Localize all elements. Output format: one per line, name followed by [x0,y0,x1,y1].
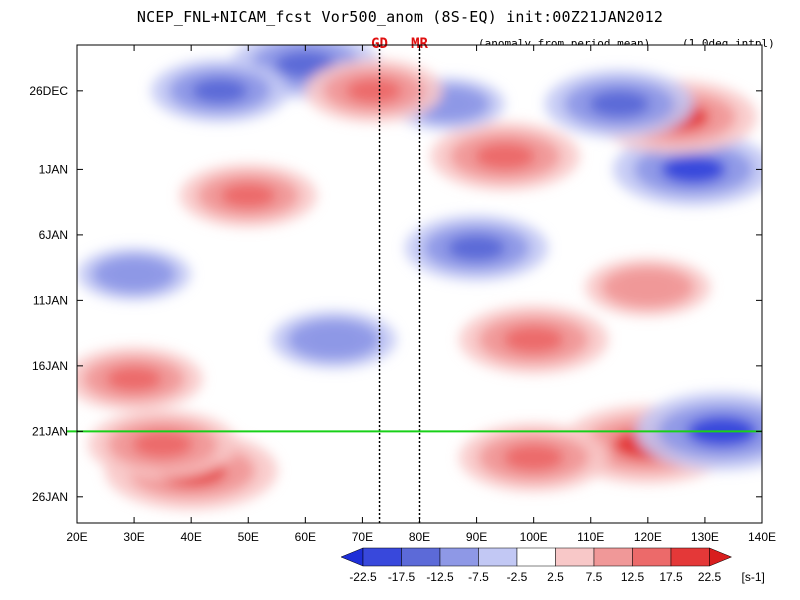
colorbar-label: -7.5 [468,570,489,584]
colorbar-swatch [362,547,402,567]
colorbar-swatch [478,547,518,567]
field-cell-core [220,183,277,209]
x-tick-label: 70E [352,530,373,544]
colorbar-swatch [439,547,479,567]
x-tick-label: 40E [180,530,201,544]
field-cell-core [191,78,248,104]
field-cell-core [588,90,650,118]
y-tick-label: 26JAN [32,490,68,504]
x-tick-label: 140E [748,530,776,544]
x-axis: 20E 30E 40E 50E 60E 70E 80E 90E 100E 110E 120E 130E… [66,45,776,544]
colorbar-arrow-right [709,547,733,567]
colorbar-swatch [555,547,595,567]
colorbar-unit: [s-1] [742,570,765,584]
colorbar-swatch [593,547,633,567]
field-cell-core [660,155,727,184]
marker-label: MR [411,36,428,52]
colorbar-swatch [401,547,441,567]
x-tick-label: 100E [520,530,548,544]
y-tick-label: 16JAN [32,359,68,373]
colorbar-label: 22.5 [698,570,722,584]
colorbar-label: -22.5 [349,570,377,584]
x-tick-label: 120E [634,530,662,544]
x-tick-label: 90E [466,530,487,544]
y-tick-label: 1JAN [39,162,68,176]
x-tick-label: 80E [409,530,430,544]
marker-lines: GD MR [371,36,428,523]
colorbar-label: -2.5 [507,570,528,584]
field-cell-core [345,78,402,104]
field-cell-core [447,235,506,261]
y-tick-label: 6JAN [39,228,68,242]
x-tick-label: 110E [577,530,604,544]
colorbar-arrow-left [340,547,364,567]
anomaly-field [77,45,762,510]
y-axis: 26DEC 1JAN 6JAN 11JAN 16JAN 21JAN 26JAN [29,84,762,504]
colorbar-label: 17.5 [659,570,683,584]
field-cell-core [503,326,565,354]
colorbar-label: 2.5 [547,570,564,584]
field-cell-core [503,444,565,471]
colorbar-label: -17.5 [388,570,416,584]
x-tick-label: 60E [295,530,316,544]
x-tick-label: 20E [66,530,87,544]
chart-title: NCEP_FNL+NICAM_fcst Vor500_anom (8S-EQ) … [136,8,664,26]
field-cell-core [110,263,158,285]
x-tick-label: 30E [123,530,144,544]
x-tick-label: 50E [238,530,259,544]
y-tick-label: 11JAN [33,293,68,307]
field-cell-core [308,328,360,352]
field-cell-core [622,275,674,299]
field-cell-core [474,142,536,170]
colorbar-swatch [516,547,556,567]
x-tick-label: 130E [691,530,719,544]
colorbar-label: 7.5 [586,570,603,584]
marker-label: GD [371,36,388,52]
y-tick-label: 21JAN [32,424,68,438]
colorbar-swatch [632,547,672,567]
field-cell-core [132,431,193,458]
plot-area [77,45,762,523]
field-cell-core [106,366,163,392]
colorbar-label: -12.5 [426,570,454,584]
colorbar-label: 12.5 [621,570,645,584]
colorbar-swatch [670,547,710,567]
y-tick-label: 26DEC [29,84,68,98]
colorbar: -22.5 -17.5 -12.5 -7.5 -2.5 2.5 7.5 12.5 17.5 22.… [340,547,765,584]
